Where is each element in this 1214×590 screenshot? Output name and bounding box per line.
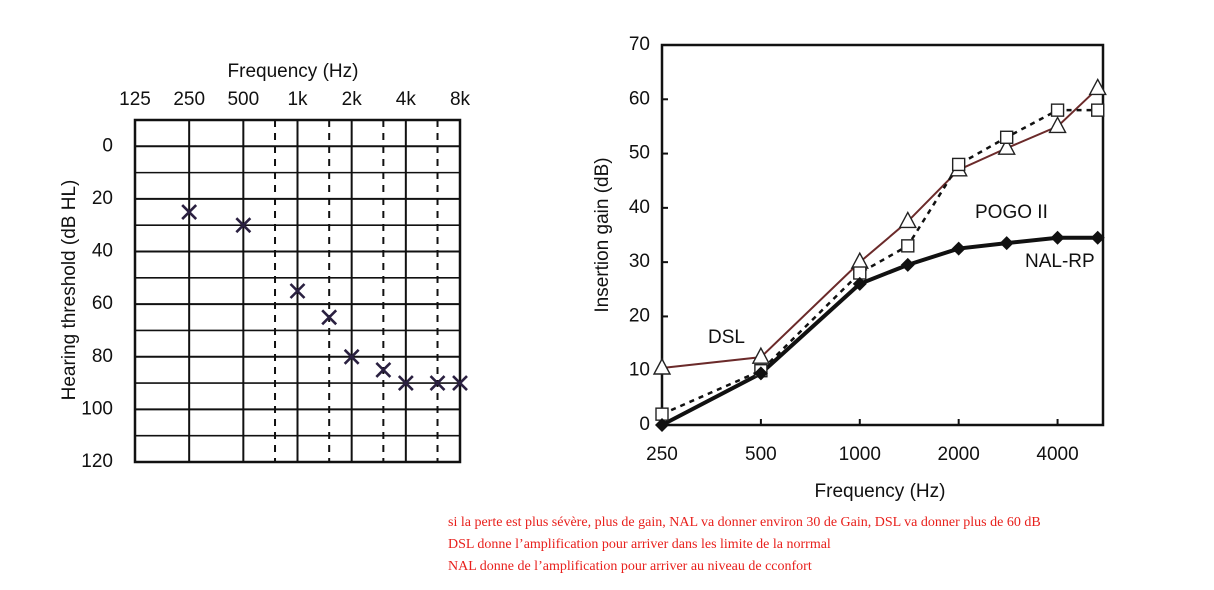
point bbox=[951, 241, 966, 256]
point bbox=[429, 375, 446, 391]
series-label: NAL-RP bbox=[1025, 251, 1095, 272]
point bbox=[1048, 115, 1067, 134]
point bbox=[852, 276, 867, 291]
point bbox=[850, 251, 869, 269]
y-tick-label: 40 bbox=[629, 197, 650, 218]
point bbox=[652, 357, 672, 375]
x-tick-label: 2k bbox=[342, 89, 363, 110]
point bbox=[999, 130, 1014, 144]
y-axis-title: Hearing threshold (dB HL) bbox=[59, 180, 80, 401]
point bbox=[452, 375, 468, 391]
y-tick-label: 70 bbox=[629, 34, 650, 55]
y-tick-label: 100 bbox=[81, 398, 113, 419]
y-tick-label: 40 bbox=[92, 241, 113, 262]
x-tick-label: 500 bbox=[227, 89, 259, 110]
point bbox=[1050, 103, 1065, 117]
series-line bbox=[661, 87, 1099, 369]
y-axis-title: Insertion gain (dB) bbox=[592, 157, 613, 312]
x-tick-label: 125 bbox=[119, 89, 151, 110]
x-tick-label: 2000 bbox=[938, 444, 980, 465]
point bbox=[898, 210, 917, 229]
point bbox=[1088, 77, 1107, 96]
series-label: DSL bbox=[708, 327, 745, 348]
x-tick-label: 250 bbox=[173, 89, 205, 110]
point bbox=[375, 362, 392, 378]
point bbox=[343, 348, 360, 365]
point bbox=[655, 418, 669, 432]
y-tick-label: 80 bbox=[92, 346, 113, 367]
y-tick-label: 60 bbox=[629, 88, 650, 109]
x-axis-title: Frequency (Hz) bbox=[815, 481, 946, 502]
y-tick-label: 20 bbox=[92, 188, 113, 209]
point bbox=[751, 346, 771, 364]
y-tick-label: 50 bbox=[629, 143, 650, 164]
point bbox=[289, 283, 306, 299]
y-tick-label: 0 bbox=[639, 414, 650, 435]
point bbox=[235, 217, 252, 234]
x-axis-title: Frequency (Hz) bbox=[228, 61, 359, 82]
point bbox=[999, 236, 1014, 251]
y-tick-label: 30 bbox=[629, 251, 650, 272]
point bbox=[1090, 230, 1105, 245]
y-tick-label: 120 bbox=[81, 451, 113, 472]
point bbox=[997, 137, 1016, 155]
note: DSL donne l’amplification pour arriver d… bbox=[448, 537, 831, 552]
x-tick-label: 1000 bbox=[839, 444, 881, 465]
point bbox=[181, 204, 198, 220]
point bbox=[1050, 230, 1065, 245]
x-tick-label: 4000 bbox=[1036, 444, 1078, 465]
series-line bbox=[661, 108, 1098, 416]
x-tick-label: 8k bbox=[450, 89, 471, 110]
y-tick-label: 60 bbox=[92, 293, 113, 314]
x-tick-label: 4k bbox=[396, 89, 417, 110]
x-tick-label: 250 bbox=[646, 444, 678, 465]
x-tick-label: 1k bbox=[287, 89, 308, 110]
y-tick-label: 20 bbox=[629, 305, 650, 326]
point bbox=[951, 157, 966, 172]
y-tick-label: 10 bbox=[629, 360, 650, 381]
point bbox=[321, 309, 338, 326]
note: NAL donne de l’amplification pour arrive… bbox=[448, 559, 812, 574]
y-tick-label: 0 bbox=[102, 135, 113, 156]
series-label: POGO II bbox=[975, 202, 1048, 223]
plot-frame bbox=[660, 43, 1105, 427]
note: si la perte est plus sévère, plus de gai… bbox=[448, 515, 1041, 530]
point bbox=[901, 239, 915, 253]
point bbox=[397, 375, 414, 391]
point bbox=[753, 366, 768, 381]
point bbox=[1091, 103, 1105, 117]
x-tick-label: 500 bbox=[745, 444, 777, 465]
point bbox=[900, 257, 915, 272]
series-line bbox=[661, 235, 1098, 427]
